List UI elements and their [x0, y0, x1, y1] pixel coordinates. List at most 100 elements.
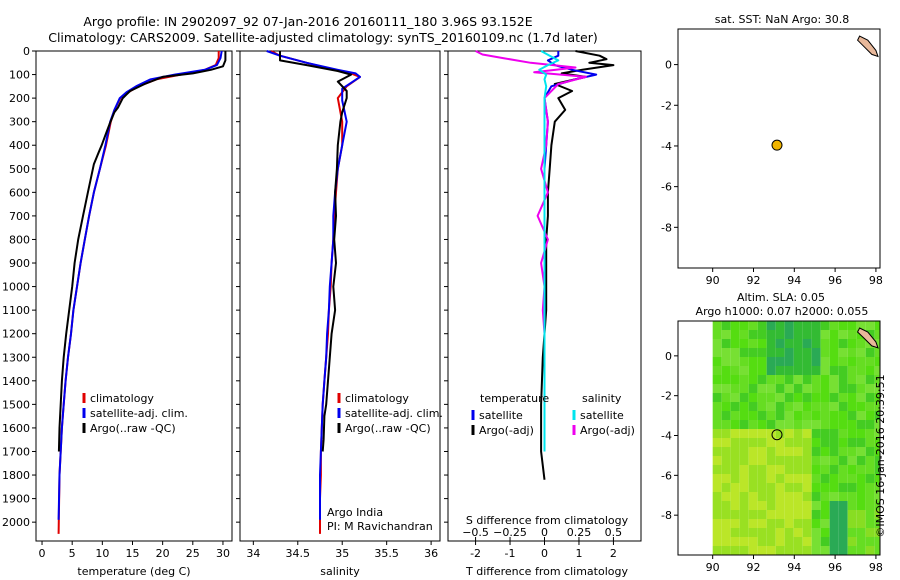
salinity-panel: 34 34.5 35 35.5 36 salinity climatology satelli…	[236, 50, 443, 578]
sla-cell	[820, 330, 830, 339]
depth-axis-label: 2000	[2, 516, 30, 529]
sla-cell	[730, 546, 740, 555]
sla-cell	[874, 456, 880, 465]
temp-legend-text: climatology	[90, 392, 154, 405]
sla-cell	[739, 384, 749, 393]
diff-legend-salinity: salinity	[582, 392, 622, 405]
sla-cell	[784, 420, 794, 429]
sla-cell	[865, 393, 875, 402]
sla-cell	[775, 321, 785, 330]
sla-cell	[766, 546, 776, 555]
sla-cell	[847, 321, 857, 330]
sla-cell	[820, 384, 830, 393]
depth-axis-label: 200	[9, 92, 30, 105]
sla-cell	[721, 438, 731, 447]
sla-cell	[793, 456, 803, 465]
sla-cell	[757, 483, 767, 492]
temp-axis-label: 5	[69, 547, 76, 560]
sla-cell	[829, 420, 839, 429]
sla-cell	[856, 447, 866, 456]
sla-cell	[838, 321, 848, 330]
header-title-line1: Argo profile: IN 2902097_92 07-Jan-2016 …	[83, 14, 532, 29]
sla-cell	[757, 537, 767, 546]
sla-cell	[856, 348, 866, 357]
sla-cell	[712, 420, 722, 429]
temp-argo-line	[57, 51, 227, 452]
sla-cell	[748, 537, 758, 546]
sla-cell	[865, 411, 875, 420]
sla-cell	[802, 447, 812, 456]
sla-cell	[775, 339, 785, 348]
plot-frame	[677, 320, 881, 556]
sla-cell	[865, 447, 875, 456]
sst-island	[856, 35, 879, 58]
sla-cell	[865, 546, 875, 555]
sla-lon-label: 92	[746, 561, 760, 574]
sla-cell	[775, 510, 785, 519]
sla-cell	[820, 546, 830, 555]
sla-cell	[847, 465, 857, 474]
sla-cell	[874, 402, 880, 411]
sla-cell	[766, 483, 776, 492]
sla-cell	[793, 546, 803, 555]
sla-cell	[712, 411, 722, 420]
sla-cell	[856, 465, 866, 474]
sla-cell	[721, 501, 731, 510]
sla-cell	[802, 537, 812, 546]
sla-cell	[739, 483, 749, 492]
sla-cell	[748, 357, 758, 366]
sla-cell	[766, 447, 776, 456]
sla-cell	[802, 384, 812, 393]
sla-cell	[829, 375, 839, 384]
sst-lon-label: 94	[787, 274, 801, 287]
sla-cell	[712, 465, 722, 474]
sla-cell	[793, 492, 803, 501]
diff-legend-t-text: satellite	[479, 409, 523, 422]
sla-cell	[865, 465, 875, 474]
sla-cell	[739, 546, 749, 555]
sla-cell	[847, 375, 857, 384]
sla-cell	[712, 474, 722, 483]
sla-cell	[865, 429, 875, 438]
sla-cell	[748, 510, 758, 519]
sal-legend-text: Argo(..raw -QC)	[345, 422, 431, 435]
sla-cell	[865, 510, 875, 519]
sla-cell	[739, 456, 749, 465]
sla-cell	[865, 357, 875, 366]
sla-cell	[838, 528, 848, 537]
sla-cell	[811, 330, 821, 339]
sla-cell	[784, 375, 794, 384]
sla-cell	[820, 402, 830, 411]
sla-cell	[838, 510, 848, 519]
sla-cell	[811, 483, 821, 492]
sla-cell	[856, 519, 866, 528]
sst-lon-label: 90	[706, 274, 720, 287]
sla-cell	[757, 501, 767, 510]
sla-cell	[820, 510, 830, 519]
sla-cell	[838, 357, 848, 366]
sla-cell	[847, 420, 857, 429]
sla-cell	[874, 447, 880, 456]
sla-cell	[712, 321, 722, 330]
sla-cell	[721, 420, 731, 429]
sla-cell	[865, 474, 875, 483]
tdiff-axis-label: 1	[575, 547, 582, 560]
sla-cell	[874, 366, 880, 375]
sla-cell	[721, 339, 731, 348]
sla-cell	[874, 528, 880, 537]
sla-cell	[793, 321, 803, 330]
sla-cell	[757, 438, 767, 447]
sla-cell	[829, 402, 839, 411]
sla-lat-label: -6	[661, 469, 672, 482]
sla-cell	[766, 510, 776, 519]
sla-cell	[802, 510, 812, 519]
sla-cell	[856, 474, 866, 483]
sla-cell	[721, 321, 731, 330]
sla-cell	[712, 402, 722, 411]
sla-cell	[784, 483, 794, 492]
sla-cell	[775, 528, 785, 537]
sla-cell	[775, 402, 785, 411]
sla-cell	[829, 465, 839, 474]
sla-cell	[730, 465, 740, 474]
depth-axis-label: 800	[9, 233, 30, 246]
